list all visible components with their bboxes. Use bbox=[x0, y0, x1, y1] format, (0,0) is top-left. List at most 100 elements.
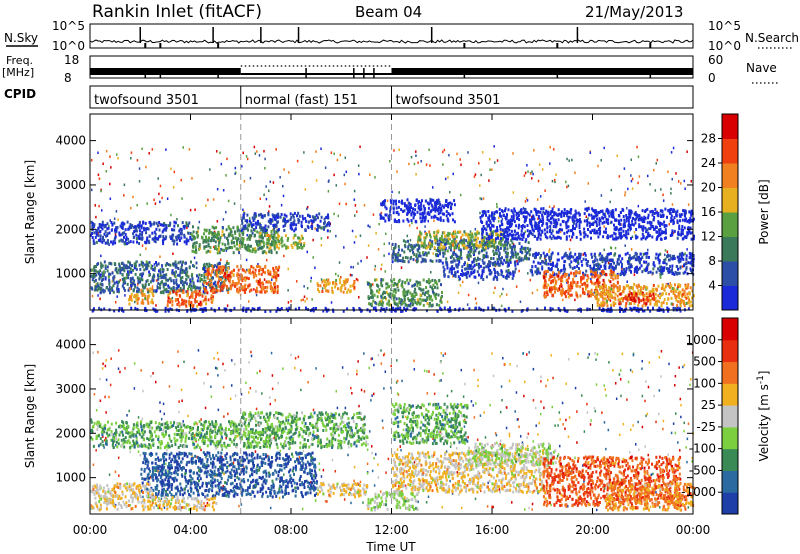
heat-cell bbox=[513, 270, 516, 274]
heat-cell bbox=[183, 270, 186, 274]
heat-cell bbox=[99, 269, 102, 273]
heat-cell bbox=[135, 267, 138, 271]
heat-cell bbox=[317, 284, 320, 287]
heat-cell bbox=[186, 309, 189, 313]
heat-cell bbox=[397, 304, 400, 308]
heat-cell bbox=[610, 294, 613, 298]
heat-cell bbox=[109, 291, 111, 295]
heat-cell bbox=[682, 301, 685, 305]
heat-cell bbox=[582, 273, 585, 277]
heat-cell bbox=[255, 274, 258, 278]
heat-cell bbox=[91, 232, 93, 235]
heat-cell bbox=[437, 249, 440, 253]
heat-cell bbox=[164, 307, 167, 311]
heat-cell bbox=[652, 295, 655, 299]
heat-speckle bbox=[662, 199, 665, 202]
heat-cell bbox=[207, 276, 210, 280]
heat-speckle bbox=[624, 193, 626, 197]
heat-cell bbox=[100, 264, 103, 268]
heat-cell bbox=[382, 301, 385, 305]
heat-speckle bbox=[349, 273, 352, 277]
heat-cell bbox=[165, 235, 168, 239]
heat-speckle bbox=[172, 186, 175, 189]
heat-cell bbox=[317, 216, 319, 220]
heat-cell bbox=[576, 284, 579, 288]
heat-speckle bbox=[410, 155, 413, 159]
heat-cell bbox=[126, 266, 129, 270]
heat-cell bbox=[258, 278, 261, 282]
heat-cell bbox=[98, 223, 101, 227]
heat-cell bbox=[144, 306, 147, 310]
heat-speckle bbox=[109, 182, 111, 186]
heat-speckle bbox=[526, 199, 529, 202]
heat-cell bbox=[218, 307, 221, 311]
heat-cell bbox=[594, 295, 597, 299]
heat-cell bbox=[259, 232, 262, 235]
heat-cell bbox=[563, 264, 566, 268]
heat-cell bbox=[157, 262, 160, 266]
heat-speckle bbox=[630, 174, 632, 177]
power-heatmap bbox=[90, 114, 695, 313]
heat-cell bbox=[681, 256, 684, 260]
heat-cell bbox=[548, 290, 551, 293]
heat-cell bbox=[445, 257, 448, 261]
heat-cell bbox=[170, 287, 173, 291]
heat-cell bbox=[147, 282, 150, 286]
heat-cell bbox=[596, 304, 599, 307]
heat-cell bbox=[305, 306, 307, 310]
heat-speckle bbox=[159, 184, 162, 188]
heat-cell bbox=[604, 267, 607, 271]
heat-cell bbox=[243, 288, 246, 292]
heat-cell bbox=[674, 293, 677, 297]
heat-cell bbox=[573, 266, 576, 269]
heat-speckle bbox=[452, 172, 454, 176]
heat-cell bbox=[232, 273, 235, 277]
heat-speckle bbox=[158, 192, 160, 196]
heat-cell bbox=[277, 273, 280, 277]
heat-speckle bbox=[646, 174, 649, 178]
heat-cell bbox=[552, 293, 554, 297]
heat-speckle bbox=[518, 269, 520, 273]
heat-cell bbox=[124, 266, 127, 270]
heat-cell bbox=[222, 284, 225, 288]
heat-cell bbox=[195, 289, 198, 293]
heat-cell bbox=[179, 260, 182, 264]
heat-cell bbox=[481, 272, 484, 276]
heat-cell bbox=[385, 297, 388, 301]
heat-cell bbox=[674, 307, 677, 310]
heat-cell bbox=[601, 294, 604, 298]
heat-cell bbox=[568, 263, 571, 267]
heat-cell bbox=[612, 273, 615, 277]
heat-cell bbox=[117, 268, 120, 272]
heat-cell bbox=[277, 212, 280, 216]
heat-speckle bbox=[494, 161, 496, 164]
heat-cell bbox=[335, 282, 338, 286]
heat-cell bbox=[97, 238, 100, 242]
heat-cell bbox=[485, 255, 487, 258]
heat-cell bbox=[668, 267, 671, 271]
heat-cell bbox=[490, 244, 492, 248]
heat-cell bbox=[144, 297, 147, 301]
heat-cell bbox=[205, 302, 208, 306]
heat-cell bbox=[635, 284, 638, 288]
heat-cell bbox=[678, 252, 681, 256]
heat-speckle bbox=[624, 244, 626, 247]
heat-cell bbox=[512, 270, 514, 274]
heat-cell bbox=[555, 287, 558, 291]
heat-cell bbox=[294, 227, 297, 231]
heat-cell bbox=[205, 282, 208, 285]
heat-cell bbox=[513, 248, 516, 251]
heat-speckle bbox=[241, 165, 243, 168]
heat-cell bbox=[611, 271, 614, 274]
heat-cell bbox=[208, 231, 211, 235]
heat-cell bbox=[255, 214, 258, 218]
heat-cell bbox=[258, 213, 260, 217]
heat-cell bbox=[544, 284, 546, 288]
heat-cell bbox=[548, 278, 551, 282]
heat-cell bbox=[433, 231, 436, 234]
heat-cell bbox=[250, 288, 253, 292]
heat-speckle bbox=[271, 278, 273, 281]
heat-cell bbox=[180, 230, 183, 234]
heat-cell bbox=[171, 269, 174, 273]
heat-cell bbox=[293, 229, 296, 233]
